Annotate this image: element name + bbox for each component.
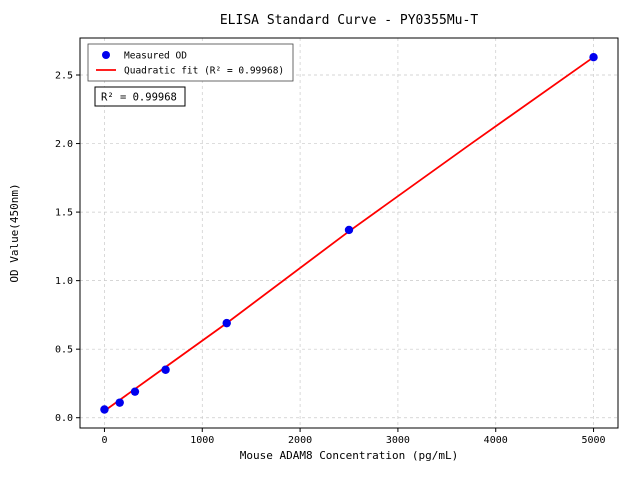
- y-tick-label: 2.0: [55, 139, 73, 150]
- data-point: [100, 405, 109, 414]
- tick-layer: 0 1000 2000 3000 4000 5000 0.0 0.5 1.0 1.5 2.0 2.5: [55, 71, 606, 446]
- y-tick-label: 1.5: [55, 208, 73, 219]
- data-point: [161, 365, 170, 374]
- x-tick-label: 0: [101, 435, 107, 446]
- data-point: [589, 52, 598, 62]
- x-tick-label: 1000: [190, 435, 214, 446]
- x-axis-label: Mouse ADAM8 Concentration (pg/mL): [240, 449, 459, 462]
- data-point: [222, 318, 231, 328]
- y-tick-label: 2.5: [55, 71, 73, 82]
- x-tick-label: 4000: [484, 435, 508, 446]
- legend-label-measured-od: Measured OD: [124, 51, 187, 62]
- fit-line: [103, 56, 595, 412]
- series-layer: [100, 52, 598, 414]
- r-squared-annotation: R² = 0.99968: [94, 86, 186, 107]
- y-tick-label: 1.0: [55, 276, 73, 287]
- y-axis-label: OD Value(450nm): [8, 183, 21, 282]
- legend: Measured OD Quadratic fit (R² = 0.99968): [87, 43, 294, 82]
- y-tick-label: 0.0: [55, 413, 73, 424]
- data-point: [344, 225, 354, 235]
- chart-title: ELISA Standard Curve - PY0355Mu-T: [220, 13, 478, 28]
- r-squared-annotation-box: [94, 86, 186, 107]
- legend-marker-measured-od-icon: [102, 51, 110, 59]
- grid-layer: [80, 38, 618, 428]
- x-tick-label: 2000: [288, 435, 312, 446]
- legend-label-quadratic-fit: Quadratic fit (R² = 0.99968): [124, 66, 284, 77]
- plot-border: [79, 37, 619, 429]
- data-point: [130, 387, 140, 396]
- legend-box: [87, 43, 294, 82]
- x-tick-label: 3000: [386, 435, 410, 446]
- y-tick-label: 0.5: [55, 345, 73, 356]
- x-tick-label: 5000: [581, 435, 605, 446]
- data-point: [115, 398, 124, 407]
- r-squared-annotation-text: R² = 0.99968: [101, 92, 177, 104]
